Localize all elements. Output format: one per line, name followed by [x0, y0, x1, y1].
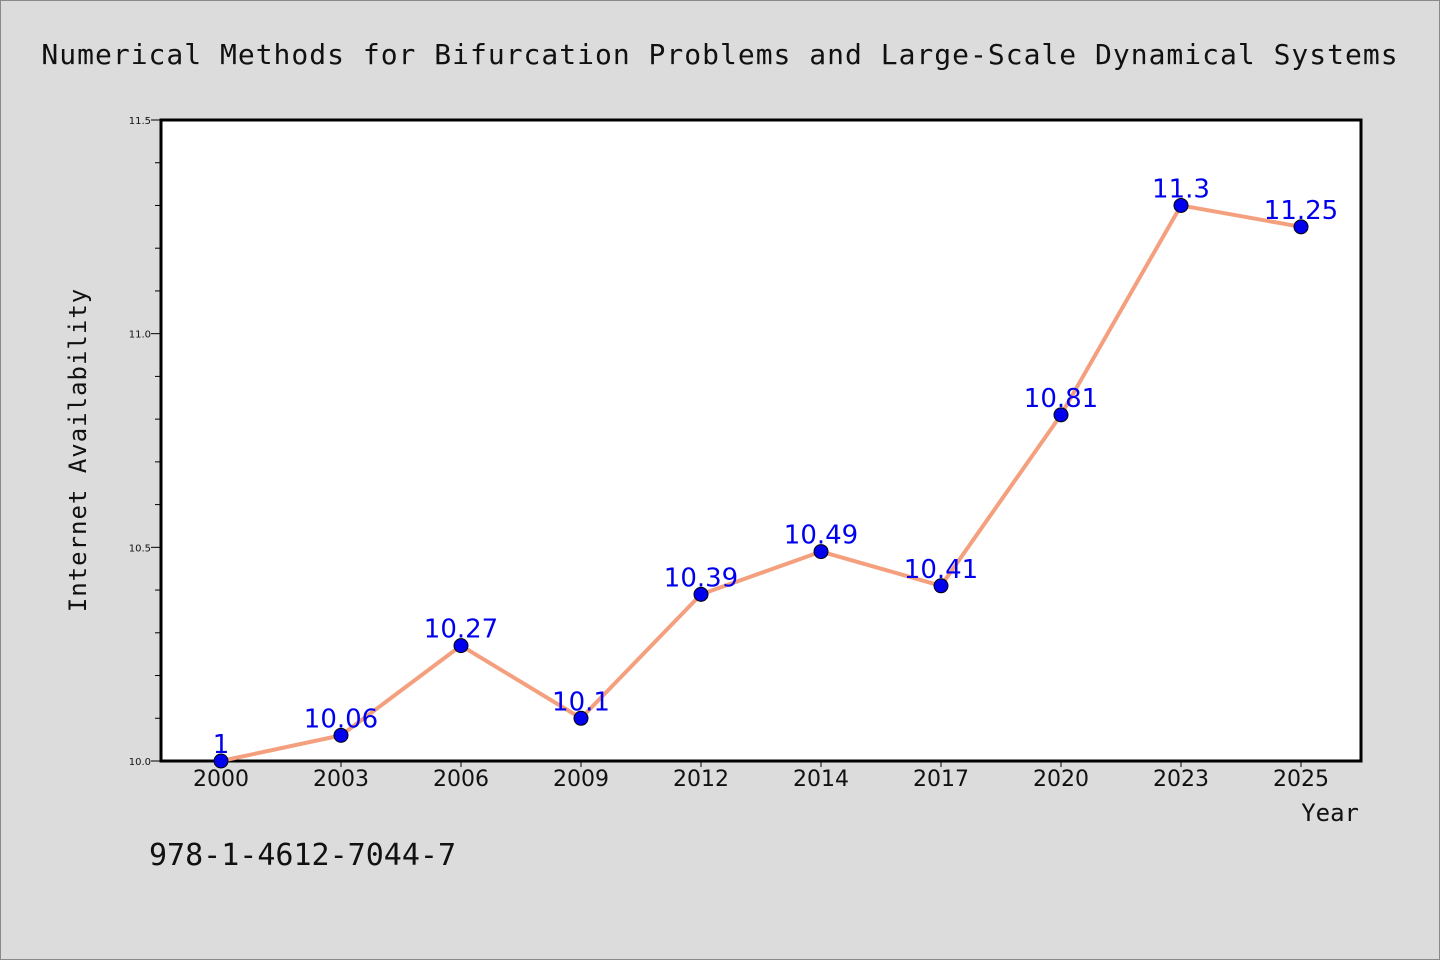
- x-tick-label: 2025: [1273, 767, 1329, 792]
- series-line: [219, 203, 1303, 763]
- x-tick-label: 2006: [433, 767, 489, 792]
- data-label: 10.39: [664, 563, 738, 593]
- x-tick-label: 2017: [913, 767, 969, 792]
- x-tick-label: 2009: [553, 767, 609, 792]
- y-axis-label: Internet Availability: [64, 288, 92, 612]
- series-markers: [213, 197, 1309, 769]
- data-point: [333, 727, 349, 743]
- y-tick-label: 11.5: [129, 116, 151, 127]
- x-tick-label: 2000: [193, 767, 249, 792]
- isbn-text: 978-1-4612-7044-7: [149, 838, 456, 873]
- x-axis: 2000 2003 2006 2009 2012 2014 2017 2020 2023 2025: [193, 761, 1329, 792]
- data-label: 11.25: [1264, 196, 1338, 226]
- x-tick-label: 2014: [793, 767, 849, 792]
- data-point: [1053, 407, 1069, 423]
- data-label: 10.41: [904, 555, 978, 585]
- x-tick-label: 2012: [673, 767, 729, 792]
- data-point: [213, 753, 229, 769]
- plot-area: [159, 118, 1363, 763]
- y-tick-label: 10.5: [129, 543, 151, 554]
- y-axis: 10.0 10.5 11.0 11.5: [129, 116, 161, 768]
- data-point: [933, 578, 949, 594]
- data-point: [1293, 219, 1309, 235]
- data-point: [573, 710, 589, 726]
- chart-title: Numerical Methods for Bifurcation Proble…: [41, 38, 1398, 71]
- data-labels: 1 10.06 10.27 10.1 10.39 10.49 10.41 10.81 11.3 1…: [213, 174, 1338, 760]
- data-label: 11.3: [1152, 174, 1210, 204]
- data-label: 10.49: [784, 521, 858, 551]
- x-axis-label: Year: [1301, 799, 1359, 827]
- y-tick-label: 10.0: [129, 757, 151, 768]
- data-point: [453, 638, 469, 654]
- data-point: [1173, 197, 1189, 213]
- data-label: 10.81: [1024, 384, 1098, 414]
- data-label: 1: [213, 730, 230, 760]
- data-label: 10.1: [552, 687, 610, 717]
- x-tick-label: 2020: [1033, 767, 1089, 792]
- data-label: 10.06: [304, 704, 378, 734]
- y-tick-label: 11.0: [129, 330, 151, 341]
- data-point: [813, 544, 829, 560]
- x-tick-label: 2003: [313, 767, 369, 792]
- data-label: 10.27: [424, 615, 498, 645]
- data-point: [693, 586, 709, 602]
- x-tick-label: 2023: [1153, 767, 1209, 792]
